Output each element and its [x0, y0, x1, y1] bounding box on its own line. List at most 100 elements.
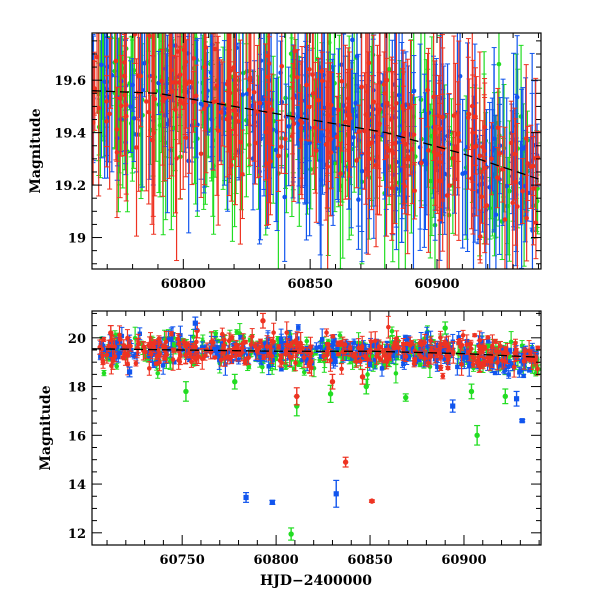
top-point: [102, 79, 107, 85]
top-point: [359, 84, 364, 90]
top-point: [238, 139, 243, 145]
top-point: [276, 153, 281, 159]
top-point: [344, 106, 350, 111]
top-point: [306, 104, 312, 110]
top-point: [497, 151, 503, 156]
top-ytick-label: 19.6: [54, 74, 86, 89]
top-point: [533, 220, 539, 226]
top-point: [515, 204, 520, 209]
top-point: [167, 43, 173, 48]
top-point: [328, 137, 333, 142]
top-ytick-label: 19.2: [54, 179, 86, 194]
bottom-point: [409, 345, 414, 350]
top-point: [324, 142, 330, 147]
top-point: [291, 121, 297, 126]
top-point: [366, 60, 372, 66]
top-point: [356, 129, 362, 134]
bottom-point: [260, 364, 265, 370]
top-point: [455, 132, 461, 138]
bottom-band-layer: [97, 315, 541, 386]
top-xtick-label: 60800: [161, 277, 206, 292]
bottom-point: [169, 336, 174, 342]
top-point: [530, 163, 536, 169]
top-point: [493, 212, 499, 218]
top-point: [500, 167, 505, 172]
top-point: [470, 144, 476, 150]
top-point: [359, 168, 365, 174]
top-point: [310, 72, 315, 77]
top-point: [114, 27, 119, 32]
top-point: [247, 75, 253, 80]
top-point: [240, 92, 246, 97]
top-point: [99, 62, 104, 68]
top-point: [425, 87, 430, 93]
bottom-point: [137, 331, 142, 336]
top-point: [286, 124, 291, 129]
bottom-point: [435, 364, 440, 370]
top-ytick-label: 19.4: [54, 127, 86, 142]
top-point: [198, 101, 204, 107]
bottom-point: [299, 352, 305, 357]
top-point: [144, 99, 149, 104]
top-point: [278, 144, 284, 149]
top-point: [304, 82, 309, 88]
bottom-point: [184, 350, 189, 355]
top-point: [104, 99, 109, 104]
top-point: [444, 193, 450, 198]
bottom-point: [266, 364, 271, 369]
top-point: [107, 111, 112, 117]
top-point: [214, 99, 220, 104]
top-point: [267, 101, 272, 106]
top-point: [313, 125, 318, 131]
top-point: [171, 80, 177, 85]
top-point: [496, 61, 502, 67]
top-point: [257, 100, 263, 106]
top-point: [338, 171, 343, 177]
bottom-point: [323, 347, 329, 352]
top-point: [113, 58, 119, 64]
top-point: [356, 197, 361, 202]
top-point: [310, 91, 316, 96]
bottom-point: [237, 331, 243, 336]
top-point: [233, 100, 238, 105]
top-point: [523, 136, 529, 141]
top-ticks: 60800 60850 60900 19 19.2 19.4 19.6: [54, 33, 541, 292]
top-point: [351, 135, 356, 140]
top-point: [405, 157, 411, 162]
top-point: [427, 178, 433, 184]
top-point: [502, 217, 508, 222]
top-panel: 60800 60850 60900 19 19.2 19.4 19.6 Magnitude: [28, 26, 542, 292]
top-point: [350, 37, 355, 43]
top-point: [167, 26, 172, 31]
top-point: [177, 72, 183, 77]
bottom-plot-area: [92, 312, 541, 541]
top-point: [240, 171, 245, 177]
bottom-point: [296, 325, 301, 330]
top-point: [390, 105, 395, 111]
top-point: [412, 188, 417, 194]
top-point: [447, 183, 452, 188]
top-point: [433, 165, 439, 171]
top-point: [92, 86, 97, 91]
bottom-point: [502, 367, 507, 372]
bottom-point: [271, 344, 276, 349]
top-point: [244, 91, 250, 97]
bottom-point: [392, 348, 397, 353]
top-point: [298, 137, 304, 143]
top-point: [186, 158, 191, 164]
bottom-point: [456, 335, 461, 340]
bottom-point: [155, 370, 161, 376]
top-point: [466, 111, 471, 117]
top-point: [135, 73, 141, 78]
top-point: [512, 151, 518, 157]
bottom-point: [114, 363, 120, 369]
top-plot-area: [92, 26, 541, 269]
top-point: [477, 234, 483, 239]
bottom-point: [279, 366, 284, 372]
top-point: [319, 78, 325, 84]
bottom-point: [217, 349, 223, 354]
bottom-point: [351, 340, 357, 345]
top-point: [307, 67, 312, 72]
